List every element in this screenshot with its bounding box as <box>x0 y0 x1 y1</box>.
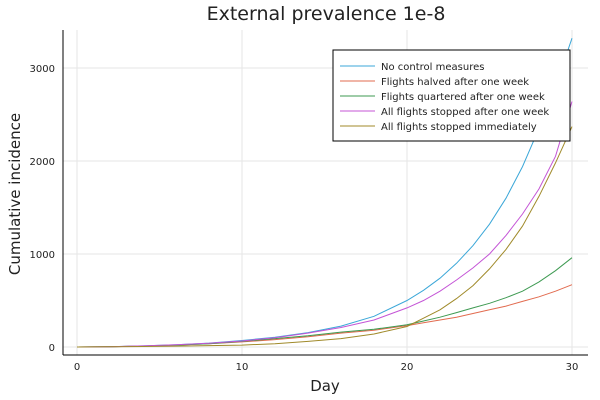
x-axis-label: Day <box>310 377 340 395</box>
legend: No control measures Flights halved after … <box>332 49 571 142</box>
tick-labels: 0 10 20 30 0 1000 2000 3000 <box>30 64 579 373</box>
chart-title: External prevalence 1e-8 <box>207 3 446 25</box>
legend-entry: All flights stopped immediately <box>381 122 537 133</box>
series-line <box>76 101 573 348</box>
series-line <box>76 126 573 348</box>
axes <box>62 30 588 356</box>
y-tick-label: 0 <box>49 343 55 354</box>
y-axis-label: Cumulative incidence <box>6 113 24 275</box>
series-line <box>76 257 573 348</box>
legend-entry: Flights halved after one week <box>381 77 529 88</box>
x-tick-label: 20 <box>401 362 414 373</box>
series-line <box>76 284 573 348</box>
y-tick-label: 3000 <box>30 64 55 75</box>
x-tick-label: 10 <box>236 362 249 373</box>
y-tick-label: 1000 <box>30 250 55 261</box>
x-tick-label: 30 <box>566 362 579 373</box>
y-tick-label: 2000 <box>30 157 55 168</box>
legend-entry: All flights stopped after one week <box>381 107 549 118</box>
legend-entry: Flights quartered after one week <box>381 92 545 103</box>
x-tick-label: 0 <box>74 362 80 373</box>
series-lines <box>76 38 573 348</box>
legend-entry: No control measures <box>381 62 484 73</box>
